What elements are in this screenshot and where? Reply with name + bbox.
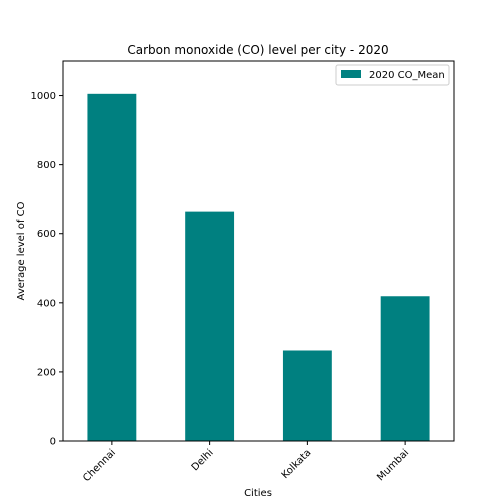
y-tick-label: 800 (37, 160, 56, 171)
bar-kolkata (282, 350, 332, 441)
y-axis-label: Average level of CO (16, 201, 27, 300)
y-tick-label: 0 (50, 437, 56, 448)
y-tick-label: 600 (37, 229, 56, 240)
legend: 2020 CO_Mean (335, 64, 450, 86)
x-tick-label-kolkata: Kolkata (280, 447, 314, 481)
bar-chennai (87, 93, 137, 442)
legend-swatch (341, 70, 361, 78)
plot-frame (62, 60, 455, 442)
bars-group (87, 93, 430, 442)
y-axis: 0 200 400 600 800 1000 (31, 91, 63, 448)
x-axis-label: Cities (244, 488, 272, 499)
x-axis: Chennai Delhi Kolkata Mumbai (81, 441, 411, 484)
chart-title: Carbon monoxide (CO) level per city - 20… (127, 43, 388, 57)
y-tick-label: 400 (37, 298, 56, 309)
y-tick-label: 200 (37, 367, 56, 378)
legend-box (335, 64, 450, 86)
x-tick-label-delhi: Delhi (190, 447, 216, 473)
bar-delhi (185, 211, 235, 441)
legend-label: 2020 CO_Mean (369, 70, 445, 81)
x-tick-label-chennai: Chennai (81, 447, 118, 484)
bar-mumbai (380, 296, 430, 441)
x-tick-label-mumbai: Mumbai (375, 447, 411, 483)
y-tick-label: 1000 (31, 91, 56, 102)
